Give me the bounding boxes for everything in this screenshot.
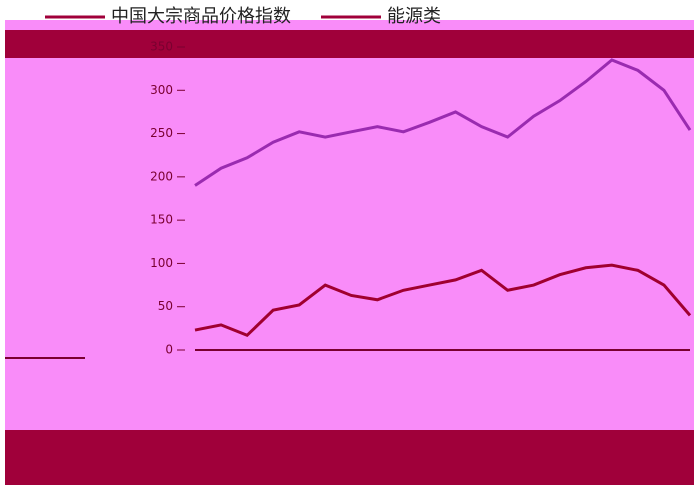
y-tick-label: 350 — [150, 40, 173, 54]
y-tick-label: 100 — [150, 256, 173, 270]
footer-band — [5, 430, 694, 485]
y-tick-label: 200 — [150, 169, 173, 183]
legend-label: 能源类 — [387, 6, 441, 27]
legend-label: 中国大宗商品价格指数 — [111, 6, 291, 27]
series-line — [194, 263, 692, 338]
y-tick-label: 150 — [150, 213, 173, 227]
y-tick-label: 0 — [165, 343, 173, 357]
header-band — [5, 30, 694, 58]
plot-background — [5, 20, 694, 485]
legend: 中国大宗商品价格指数 能源类 — [45, 6, 441, 27]
y-tick-label: 50 — [158, 299, 173, 313]
series-line — [194, 58, 692, 187]
y-tick-label: 250 — [150, 126, 173, 140]
y-tick-label: 300 — [150, 83, 173, 97]
